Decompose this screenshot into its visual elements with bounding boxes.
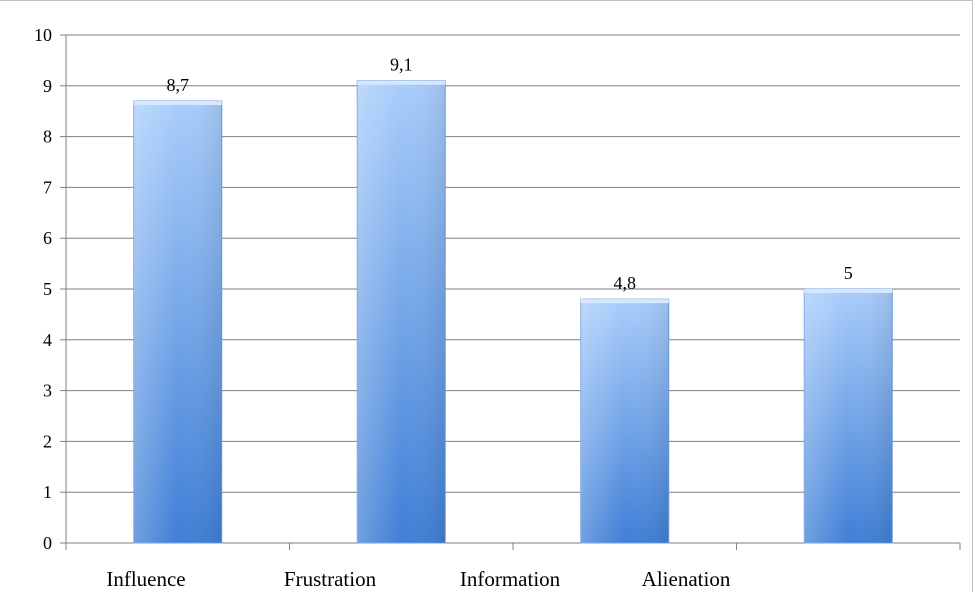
y-tick-label: 10	[34, 25, 52, 45]
data-label: 5	[844, 263, 853, 283]
y-tick-label: 8	[43, 127, 52, 147]
bar-cap	[134, 101, 222, 105]
bar-shine	[134, 101, 222, 543]
y-tick-label: 7	[43, 177, 52, 197]
y-tick-label: 6	[43, 228, 52, 248]
bar-cap	[357, 81, 445, 85]
bar-shine	[357, 81, 445, 543]
x-category-label: Information	[460, 567, 561, 591]
bar-cap	[804, 289, 892, 293]
data-label: 8,7	[167, 75, 190, 95]
bars	[134, 81, 893, 543]
bar-shine	[804, 289, 892, 543]
x-category-label: Influence	[106, 567, 185, 591]
bar-cap	[581, 299, 669, 303]
bar-shine	[581, 299, 669, 543]
y-tick-label: 5	[43, 279, 52, 299]
x-category-label: Frustration	[284, 567, 377, 591]
y-tick-label: 1	[43, 482, 52, 502]
y-tick-label: 3	[43, 381, 52, 401]
y-tick-label: 4	[43, 330, 52, 350]
x-category-label: Alienation	[642, 567, 731, 591]
y-tick-label: 9	[43, 76, 52, 96]
y-tick-label: 2	[43, 431, 52, 451]
y-tick-label: 0	[43, 533, 52, 553]
data-label: 4,8	[614, 273, 637, 293]
data-label: 9,1	[390, 55, 413, 75]
